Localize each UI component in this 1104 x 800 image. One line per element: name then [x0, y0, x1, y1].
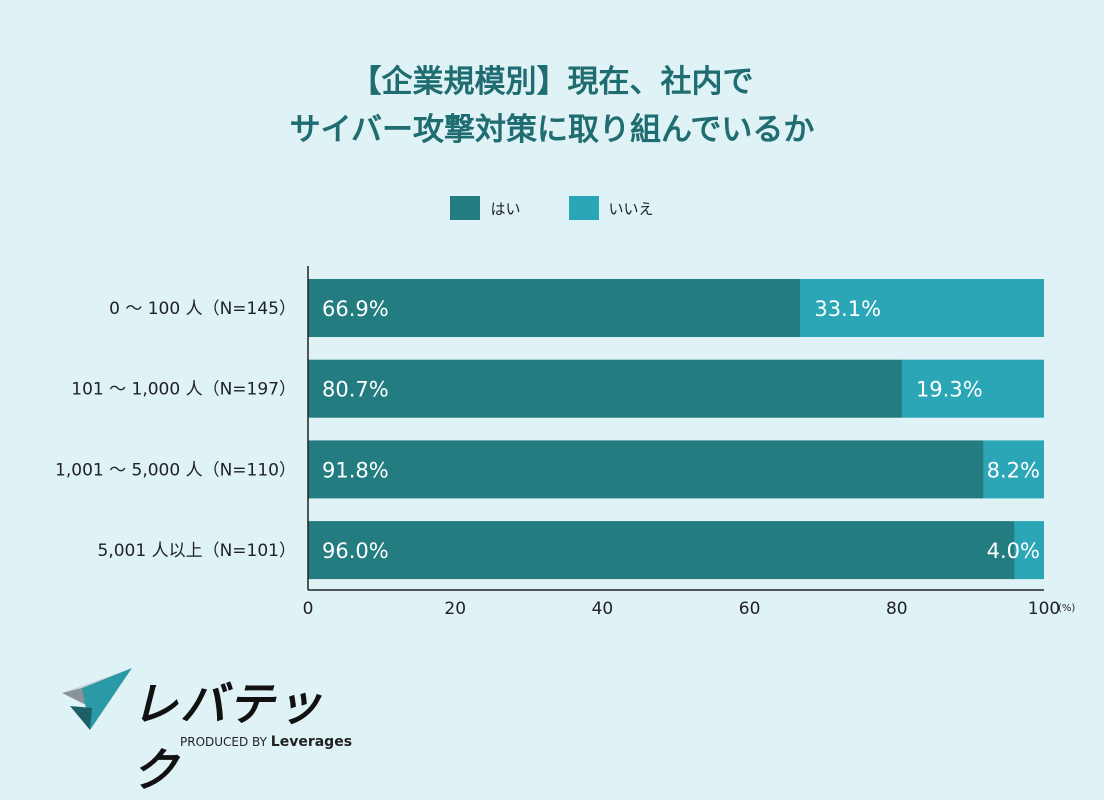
chart-title: 【企業規模別】現在、社内で サイバー攻撃対策に取り組んでいるか — [0, 58, 1104, 154]
x-axis-unit: (%) — [1058, 603, 1075, 614]
data-label: 66.9% — [322, 297, 389, 321]
logo-brand: レバテック — [132, 677, 324, 797]
bar-chart: 0 〜 100 人（N=145） 66.9% 33.1% 101 〜 1,000 人（… — [55, 266, 1075, 619]
data-label: 96.0% — [322, 539, 389, 563]
bar-no — [800, 279, 1044, 337]
x-tick-label: 40 — [592, 599, 614, 619]
logo-mark-icon — [62, 668, 132, 730]
chart-title-line-1: 【企業規模別】現在、社内で — [350, 64, 754, 100]
x-tick-label: 80 — [886, 599, 908, 619]
logo-sub-brand: Leverages — [270, 734, 353, 750]
bar-yes — [308, 521, 1015, 580]
bar-no — [1014, 521, 1044, 580]
legend: はい いいえ — [0, 196, 1104, 220]
x-tick-label: 0 — [303, 599, 314, 619]
legend-label-yes: はい — [490, 199, 521, 218]
bar-yes — [308, 359, 902, 418]
bar-no — [901, 359, 1044, 418]
legend-item-no: いいえ — [568, 196, 654, 220]
bar-yes — [308, 440, 984, 499]
category-label: 5,001 人以上（N=101） — [98, 541, 296, 561]
data-label: 8.2% — [987, 458, 1040, 482]
category-label: 1,001 〜 5,000 人（N=110） — [55, 460, 296, 480]
legend-item-yes: はい — [450, 196, 521, 220]
data-label: 80.7% — [322, 378, 389, 402]
legend-swatch-no — [568, 196, 599, 220]
bar-yes — [308, 279, 801, 337]
data-label: 19.3% — [916, 378, 983, 402]
data-label: 33.1% — [814, 297, 881, 321]
legend-label-no: いいえ — [608, 199, 654, 218]
bar-no — [983, 440, 1044, 499]
chart-title-line-2: サイバー攻撃対策に取り組んでいるか — [289, 112, 815, 148]
data-label: 91.8% — [322, 458, 389, 482]
logo: レバテック PRODUCED BY Leverages — [62, 668, 362, 797]
logo-sub-prefix: PRODUCED BY — [180, 735, 267, 749]
data-label: 4.0% — [987, 539, 1040, 563]
category-label: 101 〜 1,000 人（N=197） — [71, 380, 296, 400]
category-label: 0 〜 100 人（N=145） — [109, 299, 296, 319]
legend-swatch-yes — [450, 196, 481, 220]
x-tick-label: 60 — [739, 599, 761, 619]
x-tick-label: 100 — [1028, 599, 1060, 619]
logo-sub: PRODUCED BY Leverages — [180, 734, 352, 750]
x-tick-label: 20 — [444, 599, 466, 619]
